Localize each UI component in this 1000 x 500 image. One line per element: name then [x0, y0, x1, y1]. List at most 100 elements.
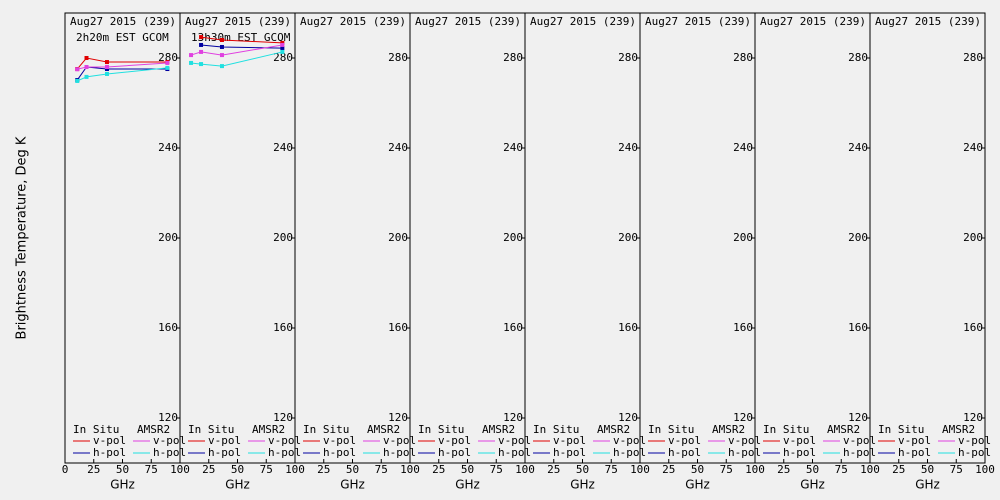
legend-label: h-pol — [383, 446, 416, 459]
data-point — [165, 60, 170, 65]
y-tick-label: 160 — [963, 321, 983, 334]
y-tick-label: 120 — [388, 411, 408, 424]
x-tick-label: 100 — [515, 463, 535, 476]
legend-label: h-pol — [843, 446, 876, 459]
x-tick-label: 50 — [231, 463, 244, 476]
data-point — [75, 78, 80, 83]
y-tick-label: 240 — [273, 141, 293, 154]
data-point — [189, 53, 194, 58]
x-tick-label: 100 — [860, 463, 880, 476]
x-tick-label: 75 — [835, 463, 848, 476]
legend-label: v-pol — [153, 434, 186, 447]
legend-label: h-pol — [93, 446, 126, 459]
legend-title: In Situ — [303, 423, 349, 436]
data-point — [189, 60, 194, 65]
legend-label: h-pol — [268, 446, 301, 459]
x-axis-label: GHz — [800, 478, 825, 492]
panel-title: Aug27 2015 (239) — [185, 15, 291, 28]
panel-title: Aug27 2015 (239) — [70, 15, 176, 28]
legend-title: AMSR2 — [942, 423, 975, 436]
x-tick-label: 25 — [892, 463, 905, 476]
data-point — [104, 65, 109, 69]
x-tick-label: 75 — [720, 463, 733, 476]
legend-label: h-pol — [323, 446, 356, 459]
legend-label: v-pol — [383, 434, 416, 447]
legend-label: v-pol — [728, 434, 761, 447]
x-tick-label: 50 — [116, 463, 129, 476]
x-tick-label: 50 — [346, 463, 359, 476]
legend-title: In Situ — [763, 423, 809, 436]
y-tick-label: 280 — [388, 51, 408, 64]
legend-label: v-pol — [783, 434, 816, 447]
y-tick-label: 200 — [388, 231, 408, 244]
data-point — [104, 67, 109, 72]
legend-label: v-pol — [553, 434, 586, 447]
x-tick-label: 25 — [202, 463, 215, 476]
x-tick-label: 100 — [745, 463, 765, 476]
legend-label: v-pol — [268, 434, 301, 447]
x-axis-label: GHz — [685, 478, 710, 492]
legend-label: v-pol — [208, 434, 241, 447]
y-tick-label: 280 — [503, 51, 523, 64]
y-tick-label: 240 — [733, 141, 753, 154]
y-tick-label: 200 — [503, 231, 523, 244]
x-tick-label: 75 — [605, 463, 618, 476]
y-tick-label: 280 — [158, 51, 178, 64]
legend-title: AMSR2 — [252, 423, 285, 436]
x-tick-label: 25 — [777, 463, 790, 476]
y-tick-label: 240 — [848, 141, 868, 154]
panel-title: Aug27 2015 (239) — [530, 15, 636, 28]
legend-label: h-pol — [613, 446, 646, 459]
data-point — [104, 71, 109, 76]
y-tick-label: 120 — [273, 411, 293, 424]
data-point — [84, 74, 89, 79]
panel-subtitle: 13h30m EST GCOM — [191, 31, 291, 44]
x-tick-label: 75 — [490, 463, 503, 476]
y-tick-label: 240 — [158, 141, 178, 154]
panel-title: Aug27 2015 (239) — [875, 15, 981, 28]
data-point — [280, 40, 285, 45]
legend-label: h-pol — [958, 446, 991, 459]
x-tick-label: 100 — [170, 463, 190, 476]
x-tick-label: 50 — [806, 463, 819, 476]
series-line — [190, 44, 283, 56]
panel-subtitle: 2h20m EST GCOM — [76, 31, 169, 44]
y-tick-label: 160 — [618, 321, 638, 334]
legend-title: AMSR2 — [482, 423, 515, 436]
panel-title: Aug27 2015 (239) — [415, 15, 521, 28]
y-tick-label: 120 — [963, 411, 983, 424]
data-point — [199, 49, 204, 54]
y-tick-label: 160 — [273, 321, 293, 334]
legend-title: In Situ — [73, 423, 119, 436]
legend-label: h-pol — [153, 446, 186, 459]
series-line — [77, 62, 168, 70]
x-tick-label: 100 — [975, 463, 995, 476]
x-axis-label: GHz — [225, 478, 250, 492]
series-line — [76, 66, 168, 81]
y-tick-label: 280 — [273, 51, 293, 64]
x-tick-label: 100 — [285, 463, 305, 476]
data-point — [199, 35, 204, 40]
y-tick-label: 200 — [733, 231, 753, 244]
legend-label: h-pol — [783, 446, 816, 459]
x-tick-label: 75 — [260, 463, 273, 476]
legend-label: h-pol — [553, 446, 586, 459]
y-tick-label: 120 — [503, 411, 523, 424]
y-tick-label: 280 — [733, 51, 753, 64]
data-point — [280, 49, 285, 54]
y-tick-label: 200 — [273, 231, 293, 244]
legend-label: h-pol — [498, 446, 531, 459]
legend-label: h-pol — [208, 446, 241, 459]
x-axis-label: GHz — [915, 478, 940, 492]
x-tick-label: 50 — [461, 463, 474, 476]
y-tick-label: 240 — [388, 141, 408, 154]
x-tick-label: 25 — [662, 463, 675, 476]
y-tick-label: 280 — [618, 51, 638, 64]
legend-label: v-pol — [898, 434, 931, 447]
legend-title: AMSR2 — [712, 423, 745, 436]
x-tick-label: 0 — [62, 463, 69, 476]
legend-title: In Situ — [533, 423, 579, 436]
legend-label: h-pol — [898, 446, 931, 459]
legend-label: v-pol — [93, 434, 126, 447]
data-point — [219, 64, 224, 69]
